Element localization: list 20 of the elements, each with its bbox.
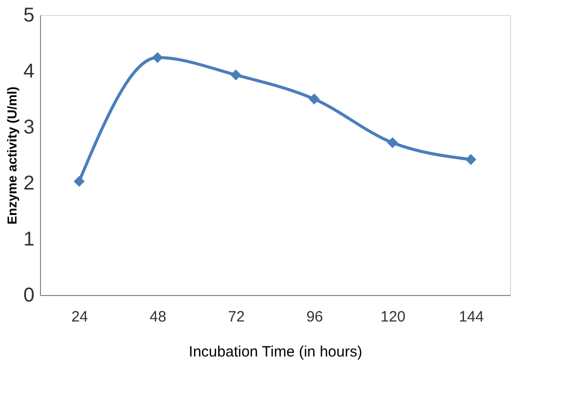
point (308, 94, 320, 104)
y-tick-label: 1 (23, 228, 34, 250)
y-tick-label: 3 (23, 116, 34, 138)
x-tick-label: 24 (71, 308, 88, 326)
x-tick-label: 96 (306, 308, 324, 326)
point (74, 176, 85, 187)
y-axis-title: Enzyme activity (U/ml) (4, 86, 20, 224)
x-tick-label: 48 (150, 308, 166, 326)
point (465, 154, 476, 165)
y-tick-label: 4 (23, 60, 34, 82)
y-tick-label: 0 (23, 284, 34, 306)
y-tick-label: 5 (23, 4, 34, 26)
x-tick-label: 72 (228, 308, 245, 326)
x-tick-label: 120 (380, 308, 406, 326)
x-tick-label: 144 (458, 308, 484, 326)
point (152, 52, 163, 64)
point (387, 137, 398, 148)
y-tick-label: 2 (23, 172, 34, 194)
point (230, 69, 242, 80)
x-axis-title: Incubation Time (in hours) (188, 344, 362, 360)
